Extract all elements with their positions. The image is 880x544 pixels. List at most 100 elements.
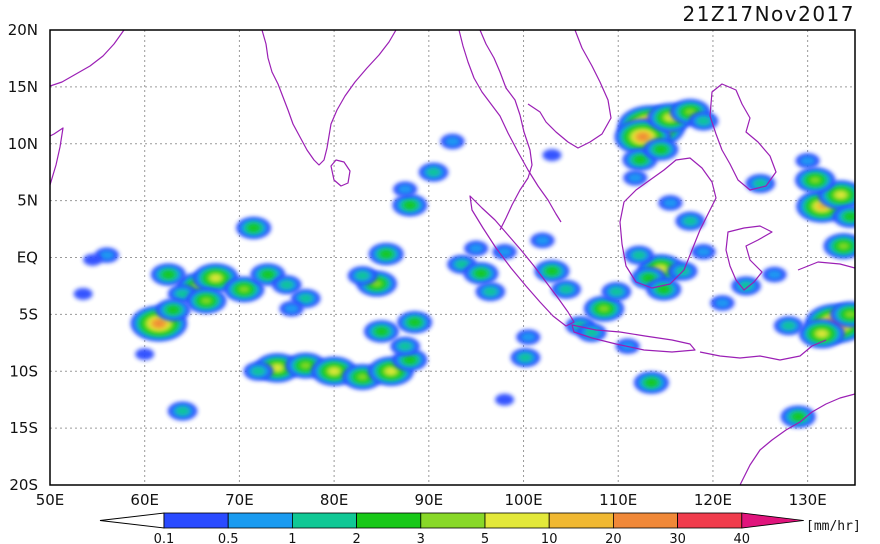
lat-tick-label: 5N xyxy=(17,192,38,210)
colorbar-unit: [mm/hr] xyxy=(806,519,861,534)
colorbar-swatch xyxy=(548,512,614,529)
precip-cell xyxy=(426,168,441,177)
precip-cell xyxy=(654,145,667,154)
precip-cell xyxy=(210,274,222,282)
precip-cell xyxy=(162,270,175,279)
precip-cell xyxy=(73,287,93,300)
precip-cell xyxy=(609,287,623,296)
colorbar-swatch xyxy=(613,512,679,529)
precip-cell xyxy=(175,289,190,299)
precip-cell xyxy=(844,212,855,221)
colorbar-tick-label: 1 xyxy=(288,532,296,544)
longitude-labels: 50E 60E 70E 80E 90E 100E 110E 120E 130E xyxy=(36,491,827,509)
lon-tick-label: 110E xyxy=(599,491,637,509)
precip-cell xyxy=(835,191,847,199)
precip-cell xyxy=(542,149,562,162)
colorbar-tick-label: 40 xyxy=(734,532,751,544)
precip-cell xyxy=(627,173,643,183)
precip-cell xyxy=(474,269,488,278)
colorbar-swatch xyxy=(420,512,486,529)
precip-cell xyxy=(247,224,260,232)
colorbar-tick-label: 30 xyxy=(669,532,686,544)
precip-cell xyxy=(280,280,294,289)
precip-cell xyxy=(299,294,313,303)
precip-cell xyxy=(403,201,416,210)
precip-cell xyxy=(753,179,767,188)
precip-cell xyxy=(782,321,796,330)
colorbar: 0.1 0.5 1 2 3 5 10 20 30 40 xyxy=(99,512,804,544)
precip-cell xyxy=(695,247,711,257)
precip-cell xyxy=(662,198,678,208)
coast-philippines xyxy=(709,83,777,191)
precip-cell xyxy=(328,367,340,375)
coast-myanmar-thailand xyxy=(479,30,533,231)
coastlines xyxy=(50,30,855,485)
precip-cell xyxy=(445,136,460,147)
precip-cell xyxy=(385,367,397,375)
lon-tick-label: 70E xyxy=(225,491,254,509)
coast-sri-lanka xyxy=(330,159,351,187)
coast-new-guinea xyxy=(797,261,855,271)
lon-tick-label: 60E xyxy=(130,491,159,509)
precip-cell xyxy=(683,216,697,226)
colorbar-tick-label: 0.1 xyxy=(154,532,175,544)
precip-cell xyxy=(545,267,559,275)
precip-cell xyxy=(645,378,658,387)
precip-cell xyxy=(520,332,536,342)
coast-arabia xyxy=(50,30,125,87)
precip-cell xyxy=(657,285,670,294)
precip-cell xyxy=(408,318,421,327)
precip-cell xyxy=(299,361,312,370)
precip-cell xyxy=(397,184,413,194)
lon-tick-label: 80E xyxy=(320,491,349,509)
precip-cell xyxy=(403,356,416,364)
precip-cell xyxy=(153,320,165,327)
colorbar-low-arrow xyxy=(99,512,165,529)
precip-cell xyxy=(200,297,213,305)
precip-cell xyxy=(714,298,730,308)
colorbar-swatch xyxy=(484,512,550,529)
precip-cell xyxy=(844,310,855,319)
colorbar-swatch xyxy=(356,512,422,529)
lon-tick-label: 130E xyxy=(789,491,827,509)
map-border xyxy=(49,29,856,486)
precip-cell xyxy=(684,108,696,116)
precip-cell xyxy=(251,367,265,376)
lat-tick-label: 20N xyxy=(8,21,38,39)
precip-cell xyxy=(238,285,250,293)
precip-cell xyxy=(261,270,274,279)
latitude-labels: 20N 15N 10N 5N EQ 5S 10S 15S 20S xyxy=(8,21,38,494)
precip-cell xyxy=(767,269,782,280)
lat-tick-label: 10S xyxy=(9,362,38,380)
precip-cell xyxy=(696,116,711,126)
colorbar-swatch xyxy=(227,512,293,529)
lat-tick-label: 10N xyxy=(8,135,38,153)
precip-cell xyxy=(375,327,388,336)
precip-cell xyxy=(175,406,190,416)
coast-java xyxy=(571,324,696,353)
coast-sulawesi xyxy=(725,225,773,291)
coast-lesser-sunda xyxy=(699,339,827,361)
lat-tick-label: EQ xyxy=(17,249,38,267)
lon-tick-label: 120E xyxy=(694,491,732,509)
colorbar-tick-label: 20 xyxy=(605,532,622,544)
colorbar-high-arrow xyxy=(741,512,804,529)
lat-tick-label: 15N xyxy=(8,78,38,96)
map-grid xyxy=(50,30,855,485)
precip-cell xyxy=(356,373,369,381)
lat-tick-label: 20S xyxy=(9,476,38,494)
precip-cell xyxy=(598,305,610,313)
colorbar-tick-label: 3 xyxy=(417,532,425,544)
precip-cell xyxy=(380,250,393,258)
precip-cell xyxy=(816,330,828,338)
precip-cell xyxy=(99,250,115,260)
precip-cell xyxy=(83,253,103,266)
precip-cell xyxy=(637,133,649,141)
coast-sumatra xyxy=(469,195,575,327)
colorbar-tick-label: 2 xyxy=(352,532,360,544)
colorbar-tick-label: 5 xyxy=(481,532,489,544)
coast-bay-of-bengal xyxy=(458,30,562,223)
precip-cell xyxy=(398,342,412,351)
coast-somalia xyxy=(50,127,64,186)
